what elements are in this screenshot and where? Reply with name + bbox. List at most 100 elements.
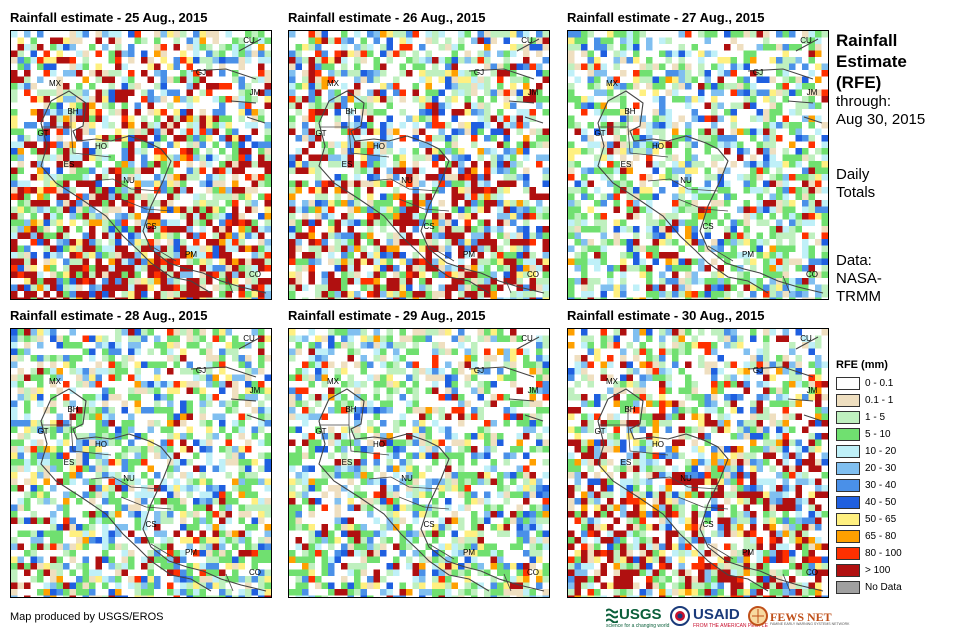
country-label: CO — [249, 270, 261, 279]
country-label: MX — [327, 79, 340, 88]
country-label: HO — [95, 142, 107, 151]
country-label: JM — [807, 386, 818, 395]
country-label: NU — [401, 474, 413, 483]
country-outline — [318, 90, 545, 294]
country-label: NU — [123, 474, 135, 483]
rainfall-map-svg: CU GJ JM MX BH GT HO ES NU CS PM CO — [568, 31, 828, 299]
legend-item: 0.1 - 1 — [836, 393, 968, 410]
rainfall-map: CU GJ JM MX BH GT HO ES NU CS PM CO — [288, 30, 550, 300]
legend-swatch — [836, 581, 860, 594]
rainfall-map: CU GJ JM MX BH GT HO ES NU CS PM CO — [567, 328, 829, 598]
country-label: BH — [67, 107, 78, 116]
country-label: JM — [807, 88, 818, 97]
legend-swatch — [836, 394, 860, 407]
country-label: HO — [95, 440, 107, 449]
usgs-wave-icon — [606, 608, 618, 623]
legend-swatch — [836, 564, 860, 577]
rainfall-cells — [11, 329, 271, 597]
legend-title: RFE (mm) — [836, 359, 888, 371]
legend-swatch — [836, 547, 860, 560]
panel-title: Rainfall estimate - 25 Aug., 2015 — [10, 10, 208, 25]
country-label: CS — [423, 222, 434, 231]
legend-label: 50 - 65 — [865, 514, 897, 525]
rainfall-cells — [11, 31, 271, 299]
country-outline — [319, 407, 512, 592]
country-label: CS — [702, 520, 713, 529]
legend-item: 1 - 5 — [836, 410, 968, 427]
usaid-seal-icon — [670, 606, 690, 626]
source-line: NASA- — [836, 270, 882, 287]
country-outline — [747, 336, 823, 422]
legend-item: 30 - 40 — [836, 478, 968, 495]
legend-label: 65 - 80 — [865, 531, 897, 542]
legend-label: No Data — [865, 582, 902, 593]
country-label: GT — [315, 129, 326, 138]
period-line: Daily — [836, 166, 870, 183]
legend-item: 0 - 0.1 — [836, 376, 968, 393]
country-outline — [468, 336, 544, 422]
rainfall-cells — [289, 329, 549, 597]
usgs-logo: USGS science for a changing world — [606, 604, 670, 632]
rainfall-map-svg: CU GJ JM MX BH GT HO ES NU CS PM CO — [289, 329, 549, 597]
country-label: BH — [67, 405, 78, 414]
country-label: NU — [680, 176, 692, 185]
legend-item: 40 - 50 — [836, 495, 968, 512]
country-label: BH — [624, 107, 635, 116]
country-label: ES — [64, 160, 75, 169]
country-outline — [318, 388, 545, 592]
country-outline — [190, 336, 266, 422]
legend-label: > 100 — [865, 565, 891, 576]
legend-label: 10 - 20 — [865, 446, 897, 457]
usaid-logo: USAID FROM THE AMERICAN PEOPLE — [670, 604, 768, 632]
country-outline — [41, 407, 234, 592]
country-label: ES — [64, 458, 75, 467]
country-label: GT — [594, 129, 605, 138]
country-label: CO — [249, 568, 261, 577]
fewsnet-logo-text: FEWS NET — [770, 610, 832, 624]
rainfall-cells — [289, 31, 549, 299]
partner-logos: USGS science for a changing world USAID … — [606, 604, 849, 632]
fewsnet-logo: FEWS NET FAMINE EARLY WARNING SYSTEMS NE… — [748, 604, 849, 632]
source-line: TRMM — [836, 288, 881, 305]
rainfall-cells — [568, 31, 828, 299]
country-label: MX — [49, 79, 62, 88]
country-label: MX — [327, 377, 340, 386]
country-label: GJ — [753, 68, 763, 77]
legend-item: 50 - 65 — [836, 512, 968, 529]
country-label: BH — [345, 107, 356, 116]
country-label: CS — [145, 520, 156, 529]
country-label: CU — [800, 36, 812, 45]
rainfall-map-svg: CU GJ JM MX BH GT HO ES NU CS PM CO — [11, 31, 271, 299]
country-label: JM — [528, 88, 539, 97]
legend-item: 5 - 10 — [836, 427, 968, 444]
country-outline — [40, 90, 267, 294]
country-label: PM — [185, 548, 197, 557]
country-label: PM — [742, 548, 754, 557]
through-date: Aug 30, 2015 — [836, 111, 926, 128]
country-label: JM — [250, 88, 261, 97]
legend-swatch — [836, 462, 860, 475]
country-label: GT — [315, 427, 326, 436]
legend-label: 40 - 50 — [865, 497, 897, 508]
map-credit: Map produced by USGS/EROS — [10, 611, 164, 623]
panel-title: Rainfall estimate - 29 Aug., 2015 — [288, 308, 486, 323]
country-label: HO — [373, 440, 385, 449]
usgs-logo-tagline: science for a changing world — [606, 623, 670, 629]
country-label: GJ — [474, 366, 484, 375]
legend-swatch — [836, 445, 860, 458]
rainfall-map-svg: CU GJ JM MX BH GT HO ES NU CS PM CO — [289, 31, 549, 299]
country-outline — [598, 407, 791, 592]
country-label: NU — [680, 474, 692, 483]
country-outline — [41, 109, 234, 294]
country-label: CO — [806, 568, 818, 577]
panel-title: Rainfall estimate - 30 Aug., 2015 — [567, 308, 765, 323]
through-label: through: — [836, 93, 892, 110]
country-label: BH — [624, 405, 635, 414]
country-label: CU — [800, 334, 812, 343]
country-label: CS — [145, 222, 156, 231]
product-title-line: Estimate — [836, 52, 907, 71]
country-label: MX — [606, 79, 619, 88]
rainfall-map: CU GJ JM MX BH GT HO ES NU CS PM CO — [567, 30, 829, 300]
country-label: GT — [594, 427, 605, 436]
legend-swatch — [836, 513, 860, 526]
